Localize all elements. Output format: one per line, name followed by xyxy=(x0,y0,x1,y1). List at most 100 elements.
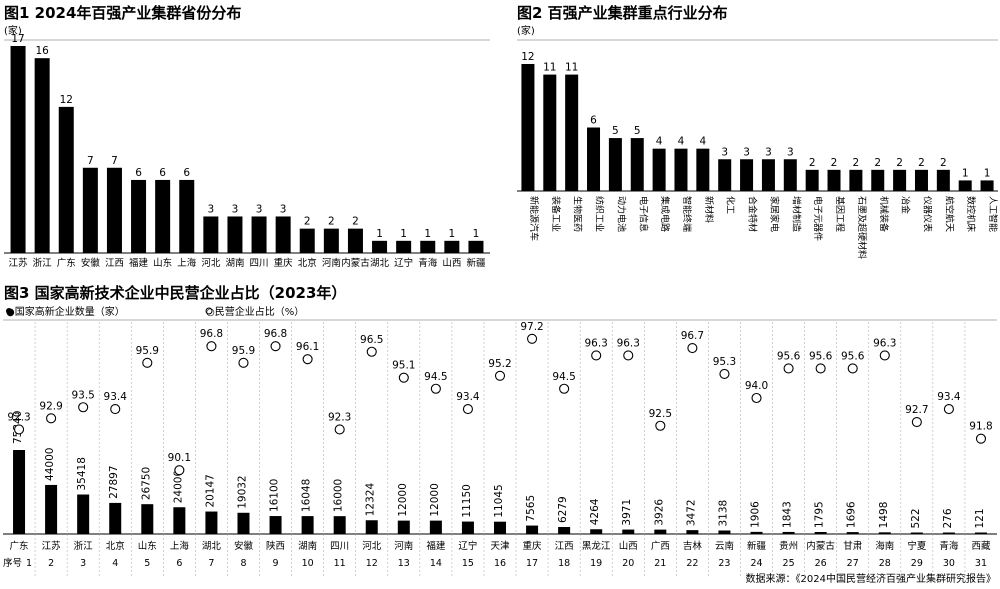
fig3-category-label: 湖南 xyxy=(298,540,317,552)
fig3-count-value: 11045 xyxy=(493,484,505,517)
fig1-bar-value: 6 xyxy=(183,167,190,179)
fig1-bar xyxy=(227,216,243,253)
fig3-seq-number: 6 xyxy=(176,558,182,569)
fig3-seq-number: 25 xyxy=(783,558,795,569)
fig3-category-label: 山东 xyxy=(138,540,157,552)
fig3-share-value: 96.3 xyxy=(617,337,640,349)
fig3-share-value: 92.3 xyxy=(328,411,351,423)
fig3-category-label: 西藏 xyxy=(971,540,991,552)
fig3-category-label: 四川 xyxy=(330,541,349,552)
fig2-bar xyxy=(521,64,535,191)
fig3-count-value: 1906 xyxy=(750,501,762,528)
fig3-share-value: 96.3 xyxy=(584,337,607,349)
fig1-bar-value: 7 xyxy=(111,155,118,167)
fig3-share-point xyxy=(527,333,538,344)
fig1-bar xyxy=(203,216,219,253)
fig2-bar-value: 4 xyxy=(678,136,685,148)
fig3-share-value: 92.5 xyxy=(649,408,672,420)
fig3-share-point xyxy=(879,350,890,361)
fig1-category-label: 上海 xyxy=(177,257,197,269)
fig2-category-label: 纺织工业 xyxy=(594,196,606,232)
fig2-bar-value: 11 xyxy=(543,62,556,74)
fig3-category-label: 云南 xyxy=(715,540,734,552)
fig3-category-label: 甘肃 xyxy=(843,540,862,552)
fig2-category-label: 仪器仪表 xyxy=(921,196,933,232)
fig1-category-label: 重庆 xyxy=(274,257,294,269)
fig3-share-point xyxy=(719,368,730,380)
fig3-share-value: 95.3 xyxy=(713,356,736,368)
fig2-bar xyxy=(565,74,579,191)
fig3-category-label: 湖北 xyxy=(202,541,222,552)
fig3-count-value: 1498 xyxy=(878,502,890,529)
fig3-share-value: 93.5 xyxy=(71,389,94,401)
fig3-share-point xyxy=(46,413,57,424)
fig3-count-value: 20147 xyxy=(204,474,216,507)
fig3-count-bar xyxy=(654,529,667,534)
fig2-bar xyxy=(805,169,819,191)
fig2-category-label: 电子信息 xyxy=(637,196,649,232)
fig3-seq-number: 30 xyxy=(943,558,955,569)
fig3-share-point xyxy=(911,416,922,428)
fig3-share-point xyxy=(13,424,25,435)
fig2-category-label: 基因工程 xyxy=(834,196,846,232)
fig2-bar xyxy=(674,148,688,191)
fig1-bar-value: 17 xyxy=(11,33,24,45)
fig3-count-value: 276 xyxy=(942,508,954,528)
fig2-bar-value: 2 xyxy=(940,157,947,169)
fig3-share-value: 96.3 xyxy=(873,337,896,349)
fig3-share-point xyxy=(751,392,762,404)
fig2-bar-value: 3 xyxy=(743,146,750,158)
fig3-count-value: 12000 xyxy=(397,483,409,516)
fig2-category-label: 动力电池 xyxy=(615,196,627,232)
fig3-seq-number: 26 xyxy=(815,558,827,569)
fig3-seq-number: 7 xyxy=(208,558,214,569)
fig3-share-value: 94.5 xyxy=(552,371,575,383)
fig3-seq-number: 14 xyxy=(430,558,442,569)
fig2-bar-value: 5 xyxy=(634,125,641,137)
fig3-count-value: 12324 xyxy=(365,483,377,517)
fig3-seq-number: 27 xyxy=(847,558,859,569)
fig1-category-label: 河南 xyxy=(322,257,341,269)
fig3-category-label: 陕西 xyxy=(266,540,285,552)
fig3-legend-count: ●国家高新企业数量（家） xyxy=(6,305,125,318)
fig3-share-point xyxy=(270,341,281,352)
fig2-bar xyxy=(587,127,601,191)
fig1-bar xyxy=(444,240,460,253)
fig1-category-label: 湖南 xyxy=(225,257,244,269)
fig3-seq-number: 15 xyxy=(462,558,474,569)
fig3-count-bar xyxy=(686,530,699,534)
fig3-count-value: 7565 xyxy=(525,495,537,522)
fig2-bar-value: 1 xyxy=(962,167,969,179)
fig3-count-value: 6279 xyxy=(557,496,569,523)
fig1-bar-value: 3 xyxy=(208,203,215,215)
fig2-category-label: 家居家电 xyxy=(768,196,780,232)
fig2-bar-value: 2 xyxy=(831,157,838,169)
fig3-seq-number: 12 xyxy=(366,558,378,569)
fig3-count-bar xyxy=(333,516,346,534)
fig3-legend-share: ○民营企业占比（%） xyxy=(206,305,304,318)
fig3-share-value: 92.7 xyxy=(905,404,928,416)
fig3-count-bar xyxy=(365,520,378,534)
source-note: 数据来源：《2024中国民营经济百强产业集群研究报告》 xyxy=(746,572,996,585)
fig3-count-bar xyxy=(590,529,603,534)
fig1-bar xyxy=(347,228,363,253)
fig3-seq-number: 10 xyxy=(302,558,314,569)
fig2-bar xyxy=(543,74,557,191)
fig2-bar-value: 5 xyxy=(612,125,619,137)
fig3-seq-number: 9 xyxy=(273,558,279,569)
fig3-count-bar xyxy=(558,526,571,534)
fig2-bar xyxy=(740,159,754,191)
fig2-bar-value: 3 xyxy=(721,146,728,158)
fig1-unit: (家) xyxy=(4,24,22,37)
fig3-share-value: 95.9 xyxy=(136,345,159,357)
fig1-category-label: 山东 xyxy=(153,257,172,269)
fig3-count-bar xyxy=(750,531,763,534)
fig3-share-point xyxy=(687,342,698,354)
fig1-bar-value: 1 xyxy=(376,228,383,240)
fig3-count-bar xyxy=(269,516,282,534)
fig1-category-label: 福建 xyxy=(129,257,149,269)
fig3-share-value: 94.5 xyxy=(424,371,447,383)
fig2-category-label: 数控机床 xyxy=(965,196,977,232)
fig3-seq-number: 28 xyxy=(879,558,891,569)
